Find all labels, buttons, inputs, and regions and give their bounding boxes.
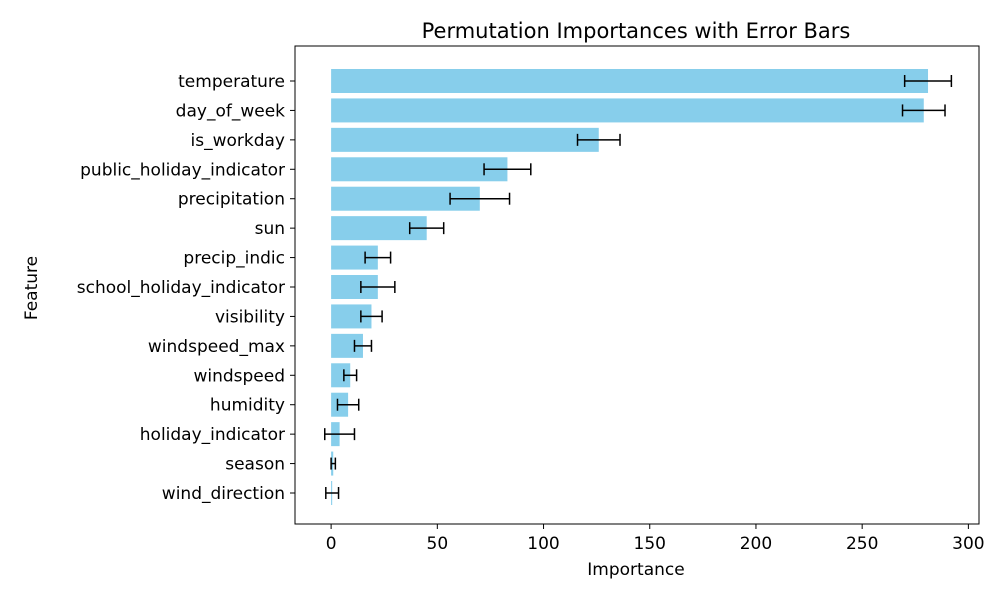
y-tick-label: public_holiday_indicator [80,160,285,180]
y-tick-label: visibility [215,307,285,327]
y-tick-label: precip_indic [183,249,285,269]
y-tick-label: wind_direction [162,484,285,504]
y-tick-label: day_of_week [176,101,285,121]
bar [331,98,924,123]
x-tick-label: 0 [326,534,337,554]
y-tick-label: temperature [178,72,285,92]
x-tick-label: 250 [846,534,878,554]
y-axis: temperature day_of_week is_workday public_h… [77,72,295,504]
bar [331,69,929,93]
y-tick-label: humidity [210,396,285,416]
x-tick-label: 200 [740,534,772,554]
x-tick-label: 100 [527,534,559,554]
chart-title: Permutation Importances with Error Bars [422,19,851,43]
x-tick-label: 50 [427,534,449,554]
error-bars-group [323,75,953,499]
bar [331,245,378,270]
x-axis-label: Importance [587,560,684,580]
y-tick-label: windspeed_max [148,337,285,357]
y-tick-label: school_holiday_indicator [77,278,285,298]
y-tick-label: season [225,455,285,475]
y-tick-label: sun [255,219,285,239]
y-tick-label: windspeed [193,366,285,386]
y-tick-label: precipitation [178,190,285,210]
x-axis: 0 50 100 150 200 250 300 [326,524,985,554]
plot-frame [294,45,980,525]
bar [331,127,599,152]
bar [331,157,508,182]
y-axis-label: Feature [22,256,42,320]
bar [331,363,351,388]
x-tick-label: 300 [952,534,984,554]
y-tick-label: holiday_indicator [140,425,285,445]
y-tick-label: is_workday [191,131,286,151]
bars-group [331,69,929,505]
x-tick-label: 150 [634,534,666,554]
